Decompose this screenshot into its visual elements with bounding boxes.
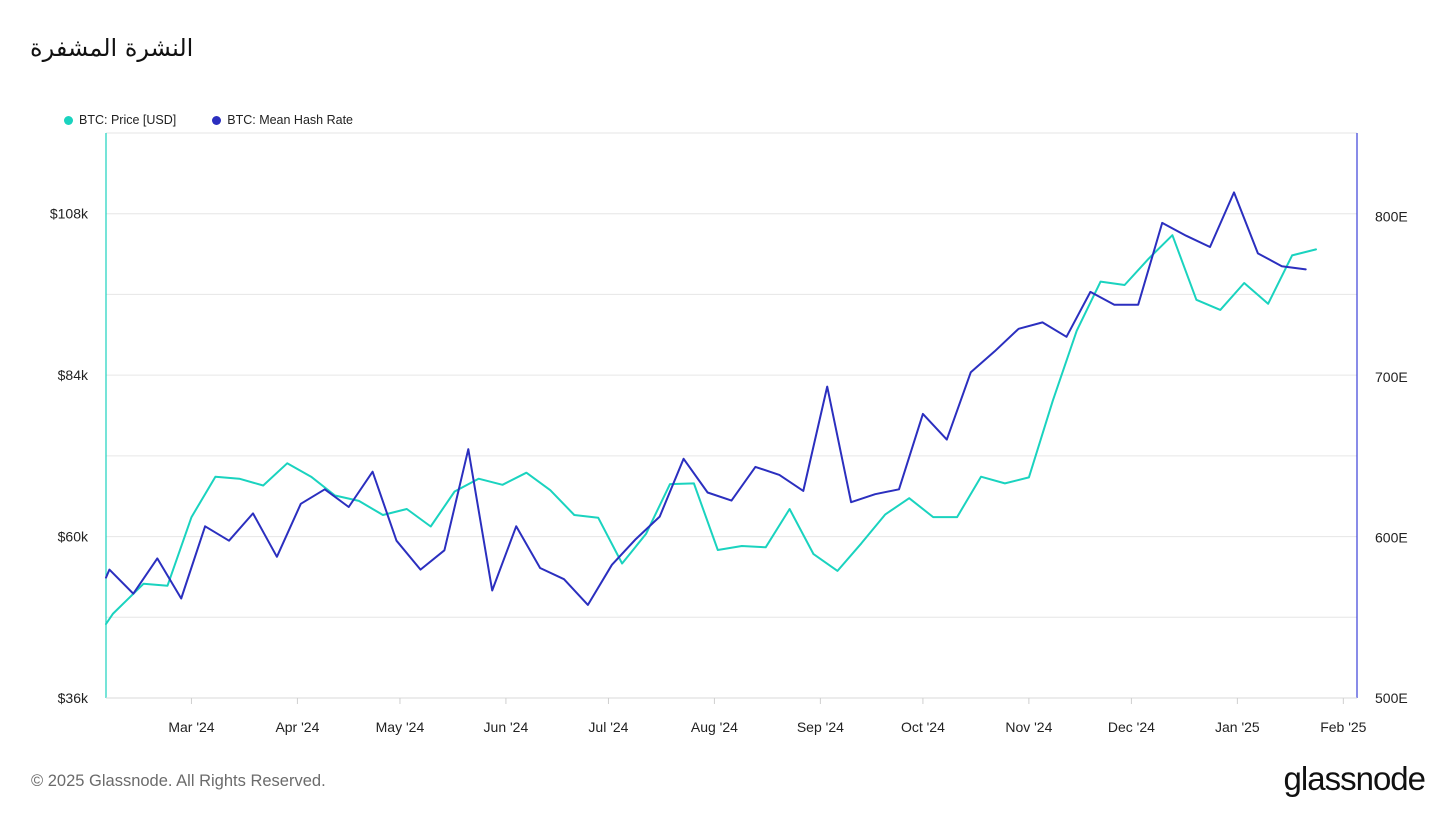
y-right-tick-label: 500E <box>1375 690 1408 706</box>
x-tick-label: Oct '24 <box>901 719 945 735</box>
page-title: النشرة المشفرة <box>30 34 194 62</box>
y-left-tick-label: $60k <box>58 529 89 545</box>
x-tick-label: Jan '25 <box>1215 719 1260 735</box>
x-tick-label: Sep '24 <box>797 719 844 735</box>
y-left-tick-label: $108k <box>50 206 89 222</box>
y-right-tick-label: 700E <box>1375 369 1408 385</box>
y-right-tick-label: 800E <box>1375 208 1408 224</box>
y-right-tick-label: 600E <box>1375 529 1408 545</box>
x-tick-label: May '24 <box>376 719 425 735</box>
x-tick-label: Apr '24 <box>275 719 319 735</box>
copyright-text: © 2025 Glassnode. All Rights Reserved. <box>31 772 326 790</box>
x-tick-label: Nov '24 <box>1005 719 1052 735</box>
legend-label-price: BTC: Price [USD] <box>79 113 177 127</box>
x-tick-label: Aug '24 <box>691 719 738 735</box>
series-line-price <box>105 234 1317 625</box>
legend-item-price[interactable]: BTC: Price [USD] <box>64 113 176 127</box>
legend-dot-price <box>64 115 73 125</box>
y-left-tick-label: $84k <box>58 367 89 383</box>
series-line-hashrate <box>105 191 1307 606</box>
legend-dot-hashrate <box>212 115 222 125</box>
glassnode-logo: glassnode <box>1283 760 1426 797</box>
legend-item-hashrate[interactable]: BTC: Mean Hash Rate <box>212 113 353 127</box>
x-tick-label: Dec '24 <box>1108 719 1155 735</box>
x-tick-label: Jul '24 <box>588 719 628 735</box>
x-tick-label: Feb '25 <box>1320 719 1366 735</box>
y-left-tick-label: $36k <box>58 690 89 706</box>
legend: BTC: Price [USD] BTC: Mean Hash Rate <box>64 113 353 127</box>
legend-label-hashrate: BTC: Mean Hash Rate <box>227 113 353 127</box>
x-tick-label: Mar '24 <box>168 719 214 735</box>
x-tick-label: Jun '24 <box>484 719 529 735</box>
